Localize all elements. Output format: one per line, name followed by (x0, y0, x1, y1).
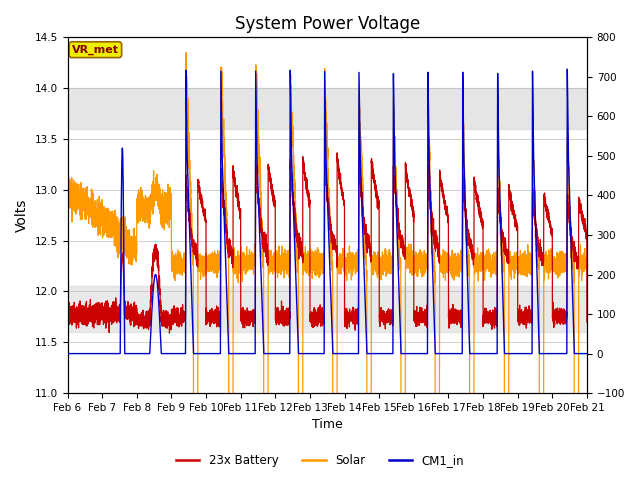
Bar (68, 88, 587, 129)
Y-axis label: Volts: Volts (15, 199, 29, 232)
Text: VR_met: VR_met (72, 45, 119, 55)
X-axis label: Time: Time (312, 419, 342, 432)
Title: System Power Voltage: System Power Voltage (235, 15, 420, 33)
Bar (68, 287, 587, 332)
Legend: 23x Battery, Solar, CM1_in: 23x Battery, Solar, CM1_in (171, 449, 469, 472)
